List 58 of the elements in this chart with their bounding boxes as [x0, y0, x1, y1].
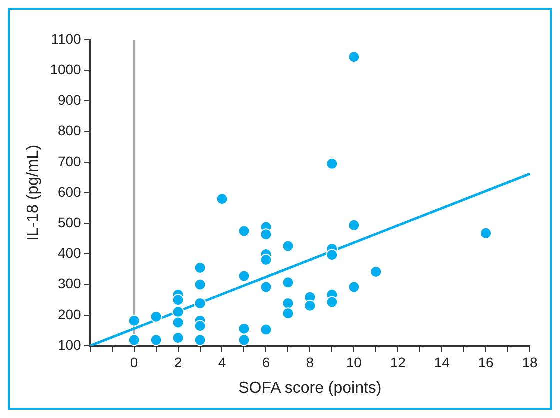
y-tick-label: 300 — [58, 276, 82, 292]
x-tick-label: 0 — [130, 354, 138, 370]
x-tick-label: 16 — [478, 354, 494, 370]
point — [260, 254, 272, 266]
point — [326, 296, 338, 308]
point — [260, 324, 272, 336]
y-tick-label: 700 — [58, 153, 82, 170]
point — [128, 314, 140, 327]
x-tick-label: 6 — [262, 354, 270, 370]
point — [326, 158, 338, 170]
y-tick-label: 500 — [58, 214, 82, 230]
point — [304, 300, 316, 312]
point — [260, 281, 272, 294]
point — [282, 297, 294, 310]
point — [238, 270, 250, 282]
y-tick-label: 200 — [58, 306, 82, 322]
point — [370, 266, 382, 278]
point — [172, 306, 184, 318]
point — [194, 320, 206, 332]
point — [238, 334, 250, 346]
point — [238, 225, 250, 238]
y-tick-label: 1000 — [50, 61, 82, 78]
point — [348, 219, 360, 232]
point — [194, 334, 206, 346]
point — [216, 193, 228, 206]
point — [194, 297, 206, 310]
point — [172, 332, 184, 344]
x-tick-label: 2 — [174, 354, 182, 370]
y-tick-label: 100 — [58, 336, 82, 353]
point — [348, 51, 360, 64]
point — [326, 249, 338, 262]
point — [150, 334, 162, 346]
point — [480, 227, 492, 240]
x-axis-title: SOFA score (points) — [238, 380, 382, 397]
point — [194, 262, 206, 274]
x-tick-label: 18 — [522, 354, 538, 370]
point — [194, 278, 206, 291]
point — [282, 276, 294, 289]
point — [348, 281, 360, 294]
x-tick-label: 14 — [434, 354, 450, 370]
point — [238, 322, 250, 335]
x-tick-label: 10 — [346, 354, 362, 370]
y-tick-label: 600 — [58, 184, 82, 200]
point — [260, 228, 272, 241]
point — [282, 308, 294, 320]
point — [128, 334, 140, 346]
point — [150, 310, 162, 323]
y-axis-title: IL-18 (pg/mL) — [25, 144, 42, 242]
point — [172, 294, 184, 306]
point — [172, 316, 184, 329]
y-tick-label: 400 — [58, 245, 82, 262]
y-tick-label: 1100 — [51, 30, 82, 47]
x-tick-label: 12 — [390, 354, 406, 370]
point — [282, 240, 294, 252]
x-tick-label: 4 — [218, 354, 226, 370]
y-tick-label: 900 — [58, 92, 82, 108]
x-tick-label: 8 — [306, 354, 314, 370]
y-tick-label: 800 — [58, 122, 82, 139]
